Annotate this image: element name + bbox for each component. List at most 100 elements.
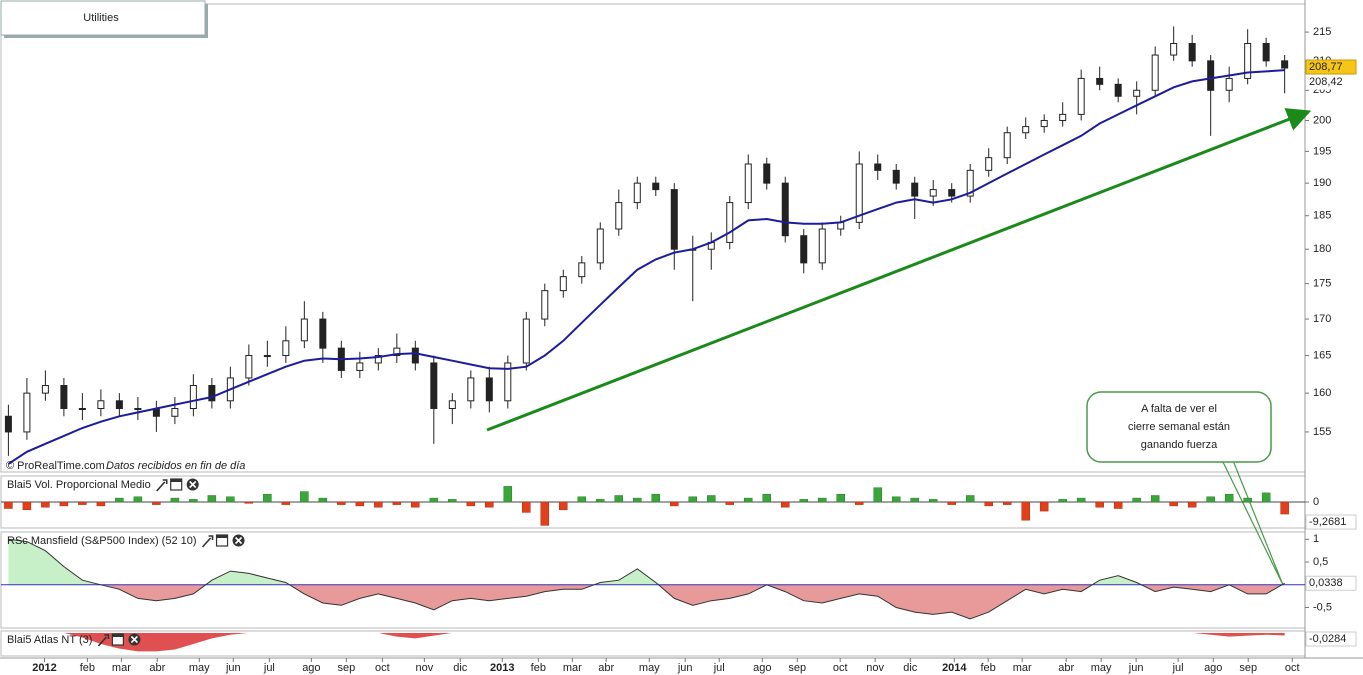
last-value-box xyxy=(1305,631,1357,647)
candle-body xyxy=(744,163,752,204)
x-tick-label: jun xyxy=(1128,662,1144,674)
candle-body xyxy=(411,347,419,364)
volume-bar xyxy=(1169,501,1178,507)
volume-bar xyxy=(688,496,698,503)
candle-body xyxy=(633,182,641,204)
candle-body xyxy=(929,189,937,197)
volume-bar xyxy=(633,497,642,503)
x-tick-label: mar xyxy=(1013,662,1032,674)
candle-body xyxy=(319,318,327,349)
volume-bar xyxy=(947,501,956,505)
volume-bar xyxy=(115,497,124,503)
last-value-text: 208,42 xyxy=(1309,76,1343,88)
window-icon-bar xyxy=(170,479,182,482)
candle-body xyxy=(115,400,123,410)
candle-body xyxy=(596,228,604,264)
candle-body xyxy=(966,169,974,197)
candle-body xyxy=(97,400,105,410)
candle-body xyxy=(1225,77,1233,91)
candle-body xyxy=(1151,54,1159,91)
candle-body xyxy=(485,377,493,402)
y-tick-label: 0 xyxy=(1313,496,1319,508)
volume-bar xyxy=(910,497,919,503)
x-tick-label: feb xyxy=(531,662,546,674)
candle-body xyxy=(1207,60,1215,91)
x-tick-label: sep xyxy=(788,662,806,674)
panel-title: Blai5 Atlas NT (3) xyxy=(7,634,92,646)
last-value-text: 208,77 xyxy=(1309,61,1343,73)
volume-bar xyxy=(559,501,568,511)
candle-body xyxy=(504,362,512,402)
candle-body xyxy=(1003,132,1011,159)
candle-body xyxy=(467,377,475,402)
y-tick-label: 180 xyxy=(1313,243,1331,255)
x-tick-label: oct xyxy=(833,662,848,674)
y-tick-label: 155 xyxy=(1313,426,1331,438)
volume-bar xyxy=(965,495,975,503)
volume-bar xyxy=(263,493,272,503)
candle-body xyxy=(393,347,401,357)
volume-bar xyxy=(1095,501,1104,508)
settings-icon xyxy=(201,535,214,548)
volume-bar xyxy=(651,493,661,503)
x-tick-label: ago xyxy=(1204,662,1222,674)
x-tick-label: dic xyxy=(903,662,918,674)
x-tick-label: sep xyxy=(1239,662,1257,674)
volume-bar xyxy=(725,501,735,505)
candle-body xyxy=(208,385,216,402)
close-icon-x xyxy=(130,635,138,644)
volume-bar xyxy=(392,501,402,505)
y-tick-label: 170 xyxy=(1313,313,1331,325)
volume-bar xyxy=(522,501,531,513)
x-tick-label: sep xyxy=(337,662,355,674)
volume-bar xyxy=(1039,501,1049,512)
y-tick-label: 1 xyxy=(1313,533,1319,545)
volume-bar xyxy=(1113,501,1123,509)
last-value-text: -0,0284 xyxy=(1309,633,1346,645)
y-tick-label: 0,5 xyxy=(1313,556,1328,568)
volume-bar xyxy=(1187,501,1197,508)
indicator-line xyxy=(8,538,1285,620)
candle-body xyxy=(1170,43,1178,56)
volume-bar xyxy=(485,501,494,508)
callout-text: A falta de ver el xyxy=(1141,403,1217,415)
callout-text: ganando fuerza xyxy=(1141,439,1218,451)
y-tick-label: -0,5 xyxy=(1313,601,1332,613)
volume-bar xyxy=(854,501,864,505)
volume-bar xyxy=(41,501,50,508)
volume-bar xyxy=(355,501,365,507)
volume-bar xyxy=(1150,495,1160,503)
volume-bar xyxy=(1058,499,1067,503)
volume-bar xyxy=(300,491,309,503)
x-tick-label: abr xyxy=(598,662,614,674)
candle-body xyxy=(1281,60,1289,69)
candle-body xyxy=(78,408,86,411)
source-note: Datos recibidos en fin de día xyxy=(106,460,245,472)
candle-body xyxy=(652,182,660,191)
volume-bar xyxy=(244,501,254,504)
candle-body xyxy=(1040,119,1048,128)
volume-bar xyxy=(891,496,901,503)
y-tick-label: 215 xyxy=(1313,26,1331,38)
candle-body xyxy=(1133,89,1141,97)
x-tick-label: oct xyxy=(375,662,390,674)
volume-bar xyxy=(614,495,624,503)
volume-bar xyxy=(466,501,476,507)
x-tick-label: jul xyxy=(1172,662,1184,674)
candle-body xyxy=(4,415,12,433)
x-tick-label: may xyxy=(189,662,210,674)
volume-bar xyxy=(226,496,235,503)
x-tick-label: jun xyxy=(225,662,241,674)
last-value-label: 208,42 xyxy=(1305,74,1357,90)
volume-bar xyxy=(1132,497,1141,503)
candle-body xyxy=(1244,43,1252,79)
x-tick-label: 2013 xyxy=(490,662,514,674)
candle-body xyxy=(374,355,382,364)
x-tick-label: 2014 xyxy=(942,662,967,674)
volume-bar xyxy=(596,499,605,503)
candle-body xyxy=(189,385,197,410)
volume-bar xyxy=(133,496,143,503)
volume-bar xyxy=(1280,501,1289,515)
candle-body xyxy=(985,157,993,171)
